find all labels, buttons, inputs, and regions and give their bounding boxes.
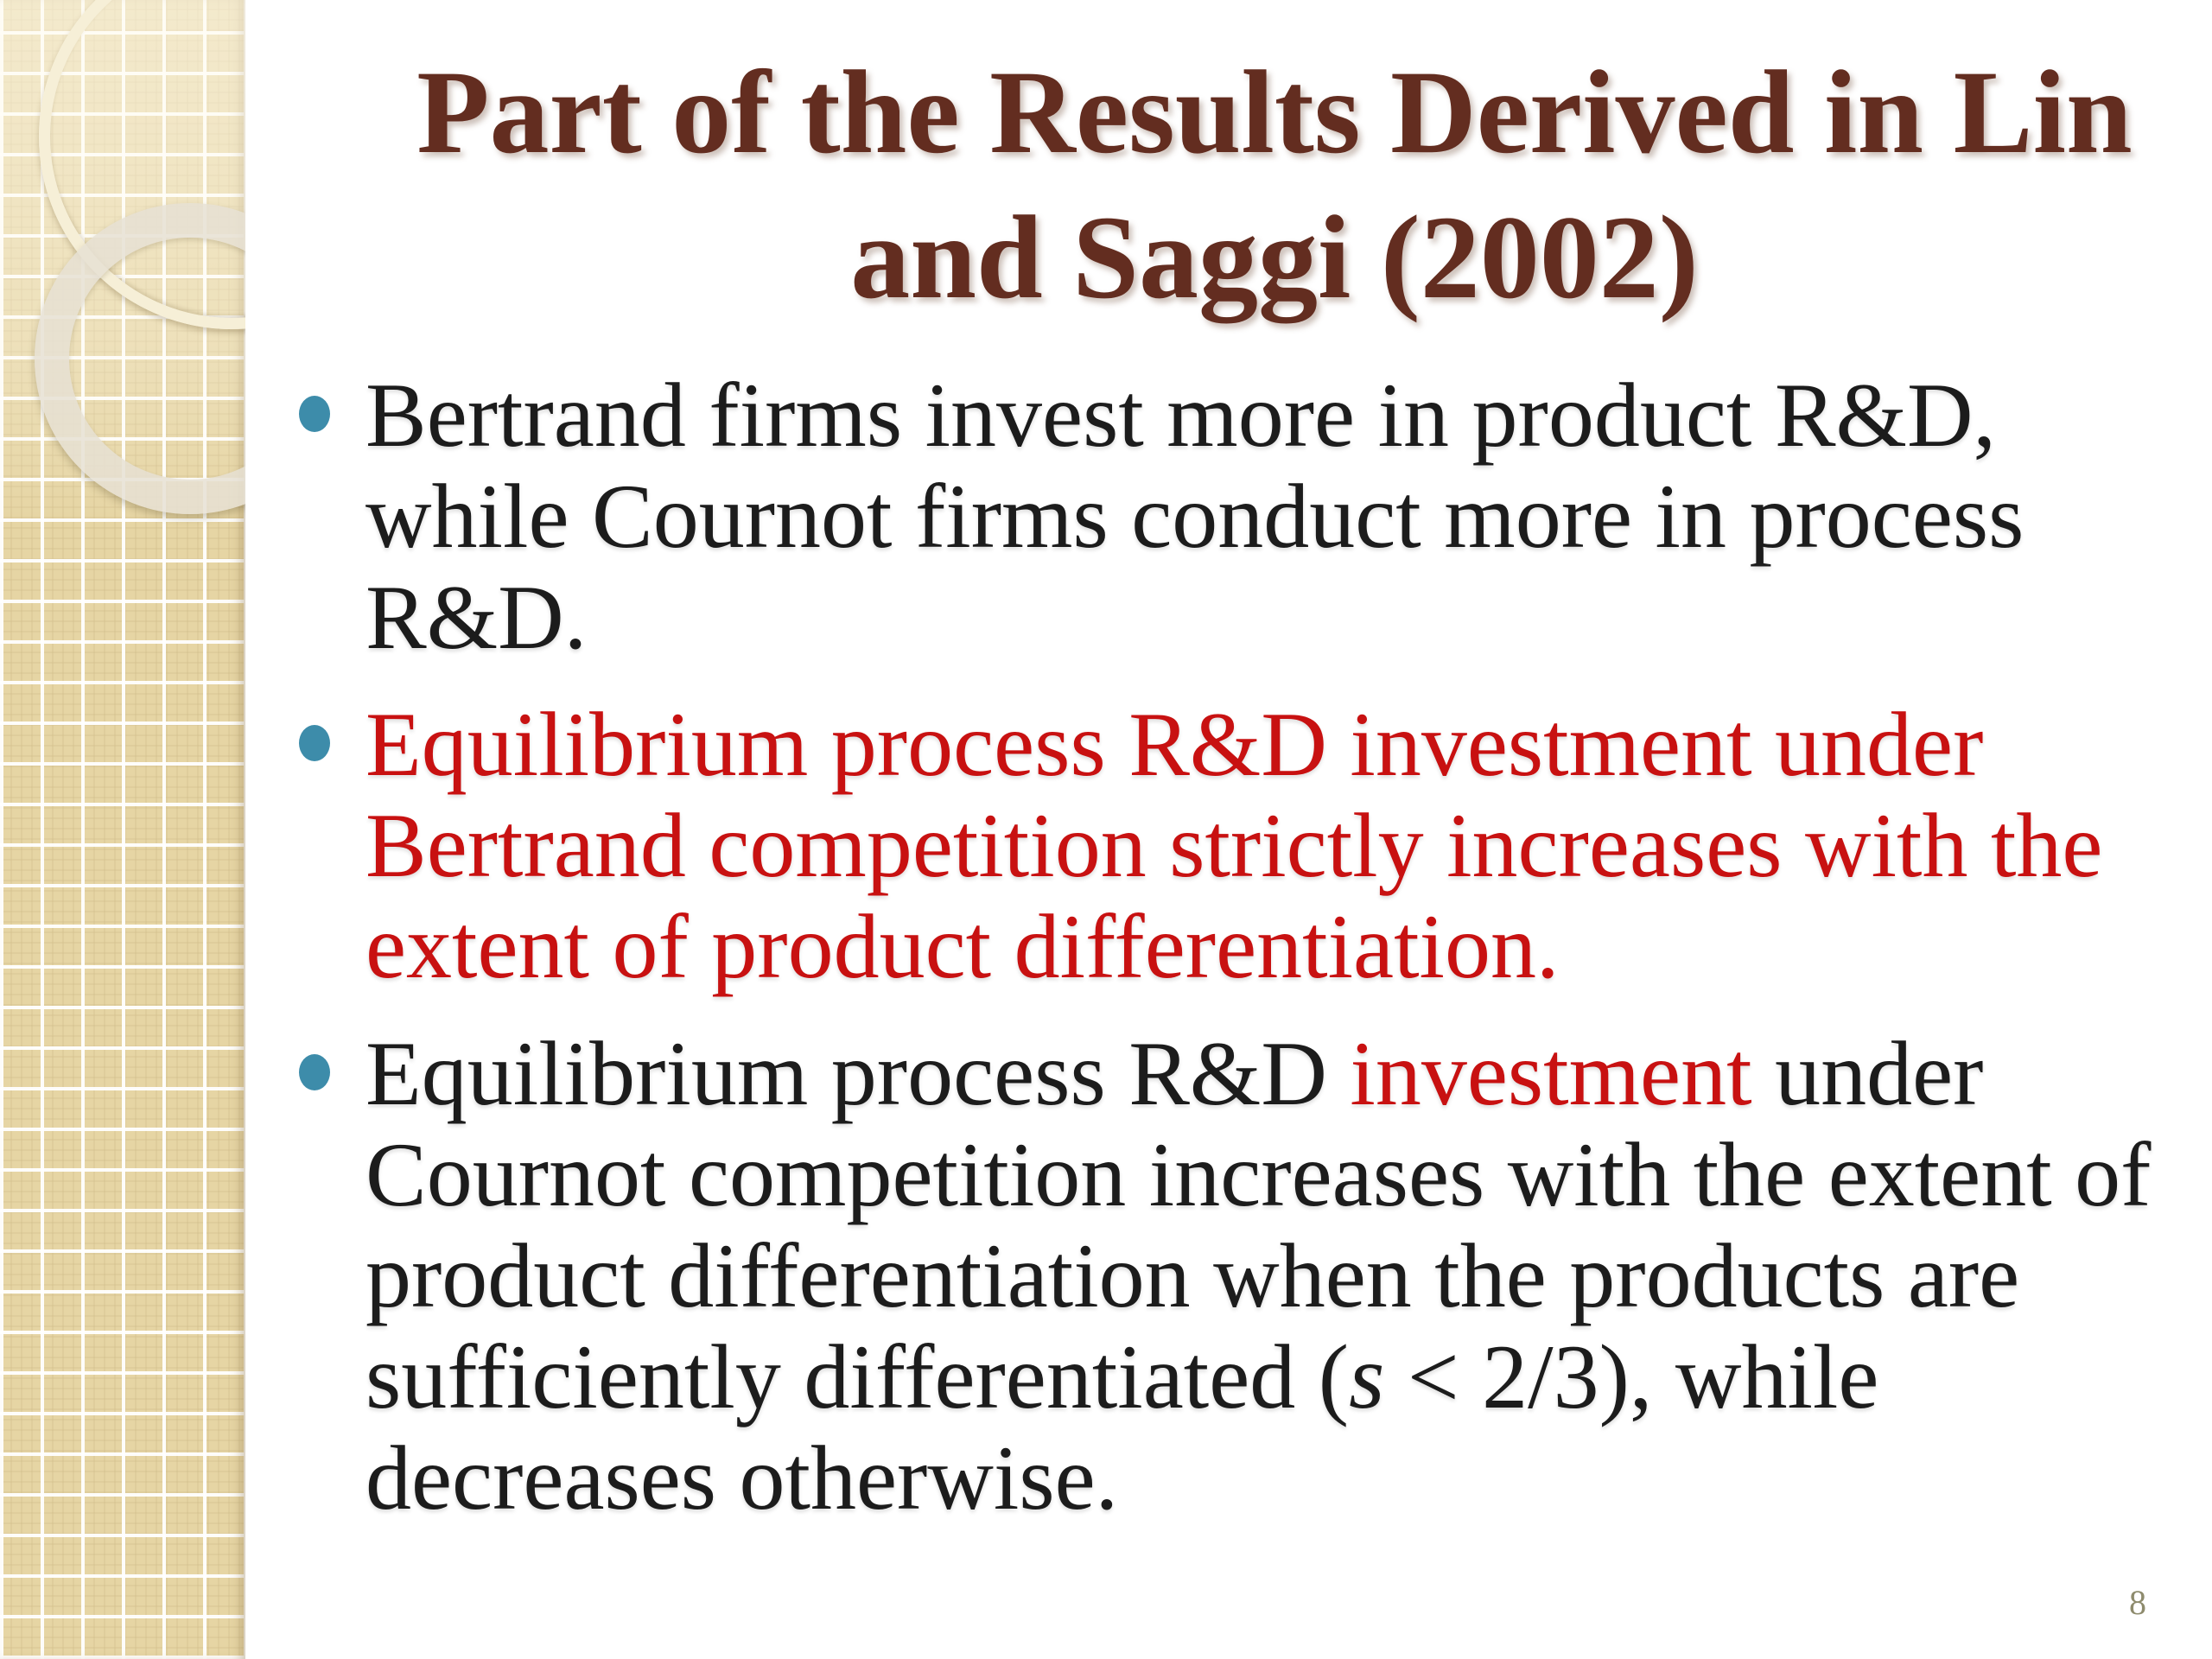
bullet-item: Equilibrium process R&D investment under…	[299, 1023, 2212, 1529]
bullet-list: Bertrand firms invest more in product R&…	[245, 365, 2212, 1529]
page-title-line-1: Part of the Results Derived in Lin	[416, 46, 2133, 178]
bullet-text: Equilibrium process R&D investment under…	[365, 1023, 2152, 1529]
bullet-item: Bertrand firms invest more in product R&…	[299, 365, 2212, 668]
slide-header: Part of the Results Derived in Lin and S…	[245, 40, 2212, 330]
bullet-dot-icon	[299, 1054, 330, 1090]
page-number: 8	[2129, 1583, 2146, 1622]
sidebar-decoration	[0, 0, 245, 1659]
bullet-dot-icon	[299, 725, 330, 761]
bullet-text: Bertrand firms invest more in product R&…	[365, 365, 2024, 668]
slide-content: Part of the Results Derived in Lin and S…	[245, 0, 2212, 1659]
decorative-ring-thick-icon	[35, 203, 245, 514]
bullet-item: Equilibrium process R&D investment under…	[299, 694, 2212, 997]
page-title-line-2: and Saggi (2002)	[850, 191, 1699, 323]
bullet-text: Equilibrium process R&D investment under…	[365, 694, 2103, 997]
bullet-dot-icon	[299, 396, 330, 432]
